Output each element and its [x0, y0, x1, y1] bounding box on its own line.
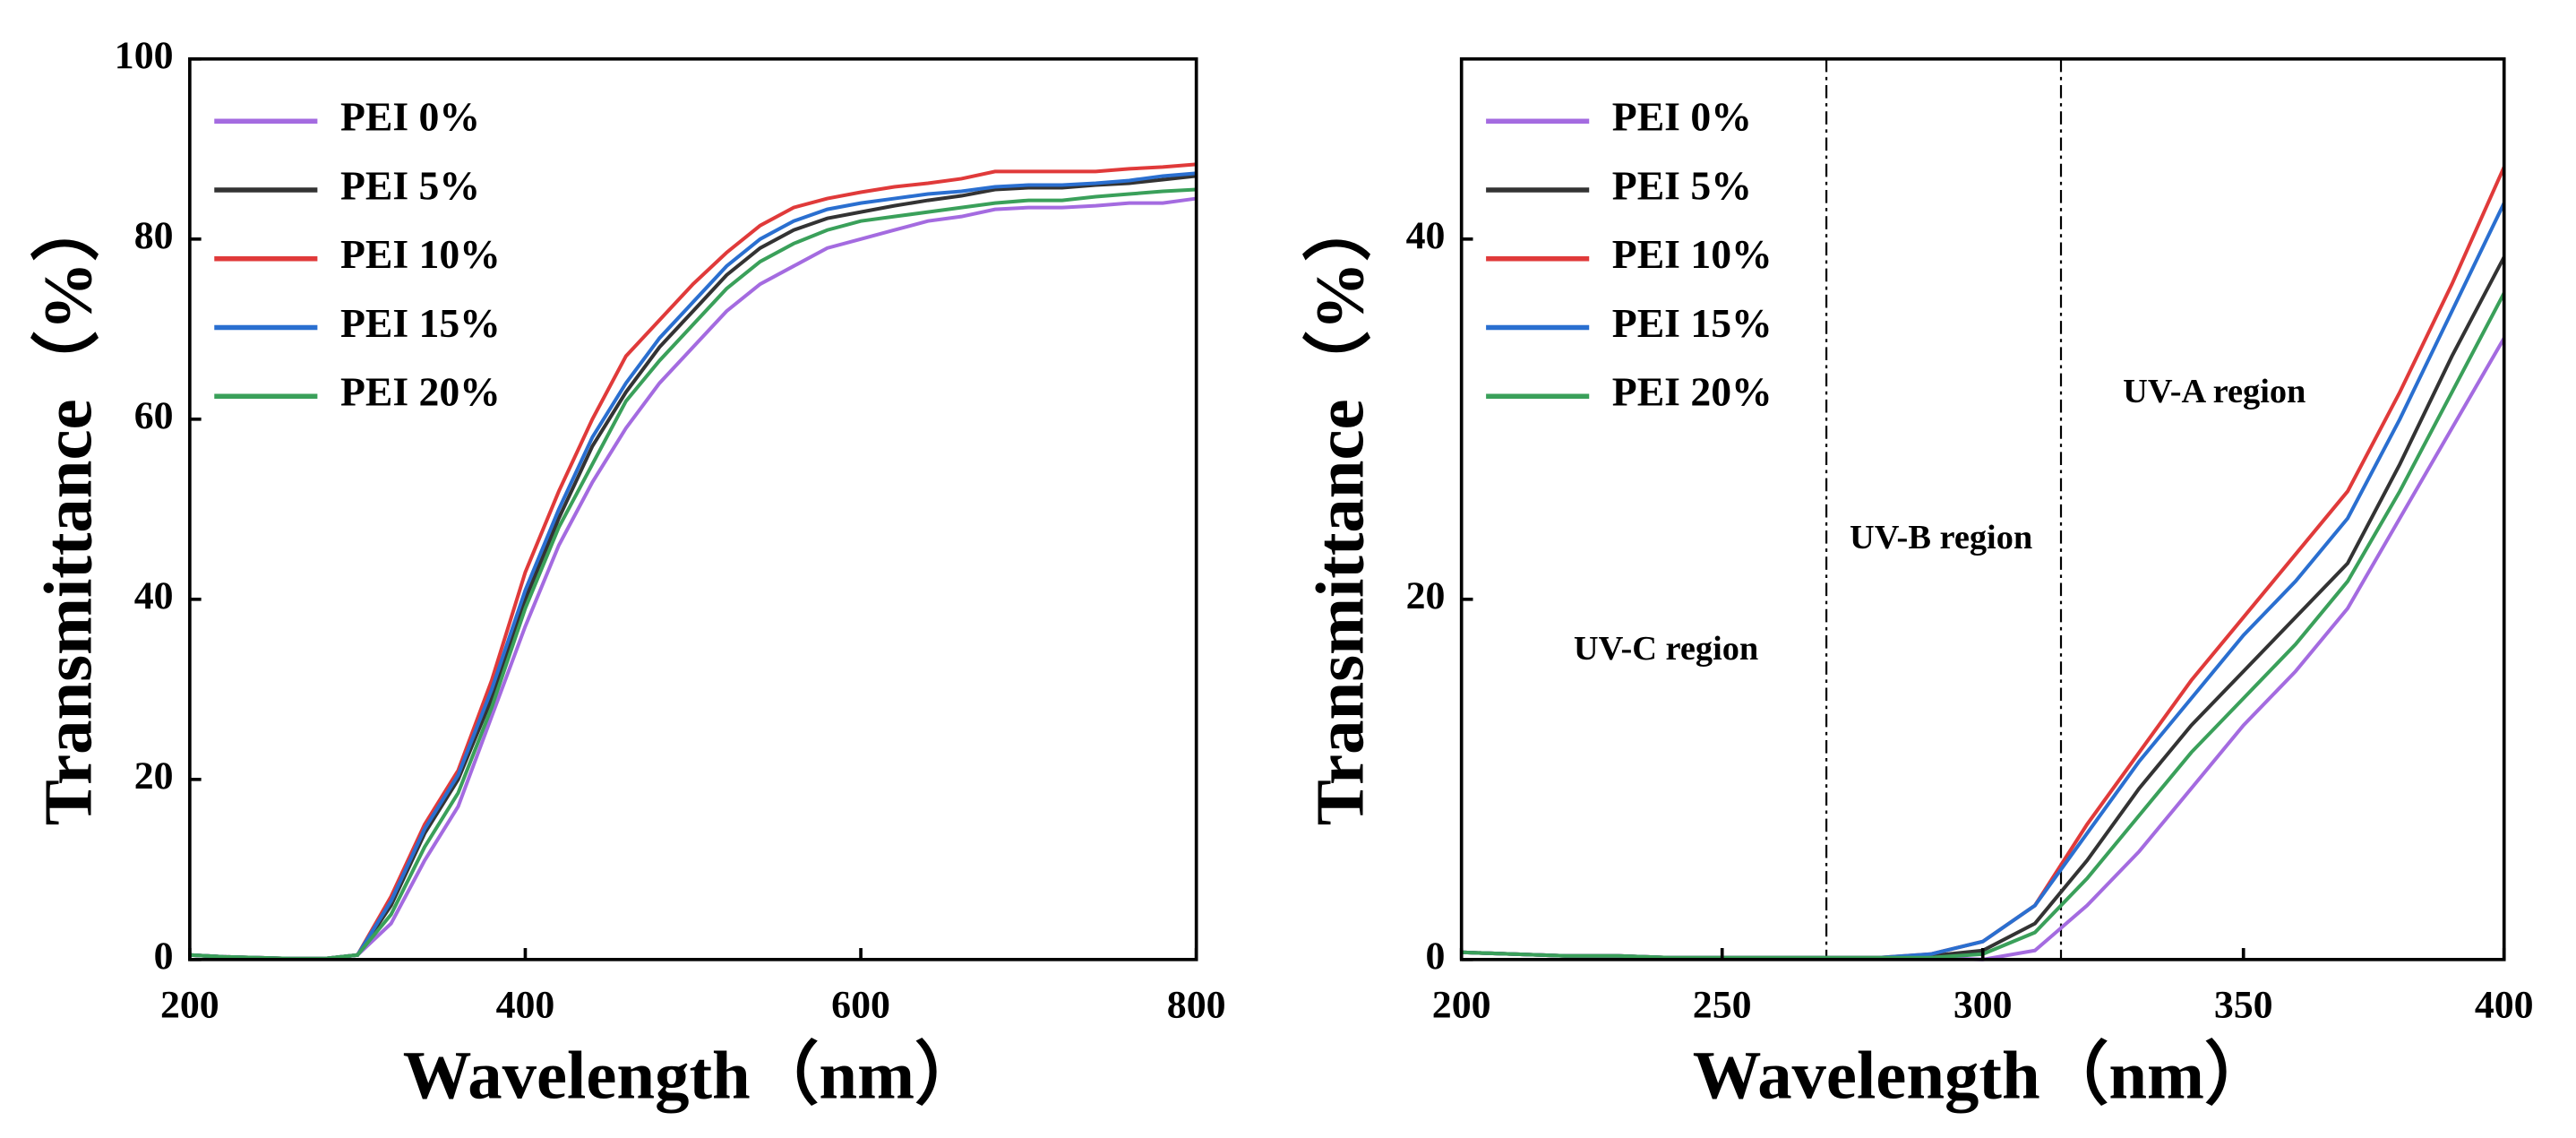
x-tick-label: 400: [2475, 984, 2534, 1027]
series-line: [189, 162, 1197, 961]
legend-label: PEI 20%: [340, 369, 501, 415]
series-line: [189, 174, 1197, 961]
x-tick-label: 400: [496, 984, 555, 1027]
legend-label: PEI 5%: [1612, 162, 1752, 208]
annotation: UV-C region: [1574, 630, 1758, 668]
plot-frame: [188, 56, 1198, 961]
x-tick-label: 600: [831, 984, 890, 1027]
y-tick-label: 0: [154, 935, 174, 978]
y-axis-label: Transmittance（%）: [1301, 193, 1378, 825]
y-tick-label: 60: [134, 394, 174, 437]
y-tick-label: 40: [134, 574, 174, 617]
legend-label: PEI 10%: [1612, 231, 1773, 277]
series-line: [189, 171, 1197, 961]
x-tick-label: 300: [1953, 984, 2013, 1027]
legend-label: PEI 20%: [1612, 369, 1773, 415]
x-tick-label: 250: [1693, 984, 1752, 1027]
x-tick-label: 800: [1167, 984, 1226, 1027]
y-tick-label: 40: [1406, 214, 1446, 257]
x-tick-label: 200: [1432, 984, 1491, 1027]
y-tick-label: 20: [1406, 574, 1446, 617]
annotation: UV-A region: [2123, 373, 2306, 410]
y-tick-label: 20: [134, 754, 174, 797]
annotation: UV-B region: [1850, 519, 2032, 556]
x-axis-label: Wavelength（nm）: [403, 1037, 983, 1113]
y-tick-label: 80: [134, 214, 174, 257]
x-axis-label: Wavelength（nm）: [1693, 1037, 2273, 1113]
x-tick-label: 200: [160, 984, 219, 1027]
y-tick-label: 100: [115, 34, 174, 77]
legend-label: PEI 15%: [340, 300, 501, 346]
legend-label: PEI 5%: [340, 162, 480, 208]
legend-label: PEI 0%: [1612, 94, 1752, 140]
series-line: [189, 187, 1197, 961]
x-tick-label: 350: [2214, 984, 2273, 1027]
legend-label: PEI 0%: [340, 94, 480, 140]
legend-label: PEI 15%: [1612, 300, 1773, 346]
y-tick-label: 0: [1426, 935, 1446, 978]
legend-label: PEI 10%: [340, 231, 501, 277]
y-axis-label: Transmittance（%）: [30, 193, 107, 825]
